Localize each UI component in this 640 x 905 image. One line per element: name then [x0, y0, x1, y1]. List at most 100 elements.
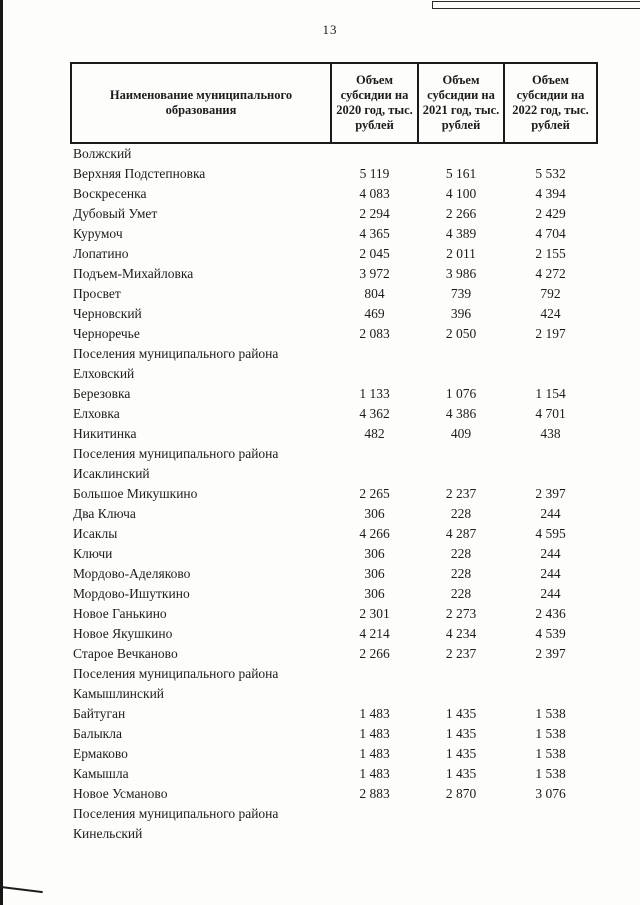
subsidy-2021-value: 2 237	[445, 646, 477, 661]
subsidy-2021-value	[418, 344, 504, 364]
subsidy-2021-value: 2 266	[445, 206, 477, 221]
subsidy-2021-value: 739	[450, 286, 472, 301]
subsidy-2022-value: 244	[540, 506, 561, 521]
municipality-name: Курумоч	[73, 226, 123, 241]
table-row: Ермаково 1 483 1 435 1 538	[71, 744, 597, 764]
municipality-name: Исаклы	[73, 526, 118, 541]
page-number: 13	[322, 22, 338, 37]
municipality-name: Воскресенка	[73, 186, 147, 201]
municipality-name: Балыкла	[73, 726, 122, 741]
table-row: Старое Вечканово 2 266 2 237 2 397	[71, 644, 597, 664]
municipality-name: Новое Ганькино	[73, 606, 167, 621]
subsidy-2022-value: 244	[540, 586, 561, 601]
subsidy-2020-value: 4 083	[359, 186, 390, 201]
subsidy-2022-value	[504, 664, 597, 684]
subsidy-2021-value	[418, 664, 504, 684]
subsidy-2021-value: 2 273	[445, 606, 477, 621]
subsidy-2021-value: 1 435	[445, 766, 477, 781]
subsidy-2020-value: 1 483	[359, 726, 390, 741]
subsidy-2020-value: 4 266	[359, 526, 390, 541]
subsidy-2022-value	[504, 364, 597, 384]
subsidy-2020-value: 804	[364, 286, 385, 301]
subsidy-2020-value: 5 119	[359, 166, 390, 181]
subsidy-2021-value	[418, 444, 504, 464]
subsidy-2021-value: 396	[450, 306, 472, 321]
subsidy-2022-value	[504, 143, 597, 164]
subsidy-2020-value: 306	[364, 566, 385, 581]
subsidy-2022-value	[504, 464, 597, 484]
table-row: Поселения муниципального района	[71, 444, 597, 464]
header-subsidy-2020: Объем субсидии на 2020 год, тыс. рублей	[330, 62, 419, 144]
subsidy-2020-value: 2 083	[359, 326, 390, 341]
municipality-name: Просвет	[73, 286, 121, 301]
municipality-name: Новое Усманово	[73, 786, 168, 801]
subsidy-2021-value: 4 287	[445, 526, 477, 541]
subsidy-2021-value: 5 161	[445, 166, 477, 181]
subsidy-2021-value: 3 986	[445, 266, 477, 281]
subsidy-2021-value: 2 011	[446, 246, 476, 261]
municipality-name: Лопатино	[73, 246, 129, 261]
subsidy-2020-value: 3 972	[359, 266, 390, 281]
subsidy-2022-value: 438	[540, 426, 561, 441]
table-row: Камышлинский	[71, 684, 597, 704]
table-row: Елховский	[71, 364, 597, 384]
subsidy-2020-value: 2 301	[359, 606, 390, 621]
municipality-name: Дубовый Умет	[73, 206, 158, 221]
subsidy-2022-value: 2 397	[535, 486, 566, 501]
subsidy-2022-value	[504, 684, 597, 704]
table-row: Никитинка 482 409 438	[71, 424, 597, 444]
subsidy-2021-value: 2 870	[445, 786, 477, 801]
header-municipality: Наименование муниципального образования	[70, 62, 332, 144]
subsidy-2022-value: 1 538	[535, 746, 566, 761]
subsidy-2022-value: 792	[540, 286, 561, 301]
subsidy-2021-value	[418, 364, 504, 384]
table-row: Черноречье 2 083 2 050 2 197	[71, 324, 597, 344]
subsidy-2022-value: 4 539	[535, 626, 566, 641]
subsidy-2021-value: 4 386	[445, 406, 477, 421]
municipality-name: Новое Якушкино	[73, 626, 173, 641]
subsidy-2022-value: 1 538	[535, 726, 566, 741]
table-row: Подъем-Михайловка 3 972 3 986 4 272	[71, 264, 597, 284]
subsidy-2020-value	[331, 344, 418, 364]
subsidy-2021-value: 1 435	[445, 706, 477, 721]
subsidy-2021-value: 4 100	[445, 186, 477, 201]
municipality-name: Два Ключа	[73, 506, 136, 521]
table-row: Поселения муниципального района	[71, 804, 597, 824]
subsidy-2021-value: 228	[450, 506, 472, 521]
subsidy-2020-value	[331, 444, 418, 464]
table-row: Курумоч 4 365 4 389 4 704	[71, 224, 597, 244]
scan-edge-line	[0, 0, 3, 905]
subsidy-2020-value	[331, 464, 418, 484]
subsidy-2022-value: 2 429	[535, 206, 566, 221]
subsidy-2020-value	[331, 804, 418, 824]
municipality-name: Черноречье	[73, 326, 140, 341]
subsidy-2021-value	[418, 464, 504, 484]
subsidy-2020-value: 2 045	[359, 246, 390, 261]
subsidy-2022-value: 4 701	[535, 406, 566, 421]
table-row: Поселения муниципального района	[71, 344, 597, 364]
municipality-name: Ермаково	[73, 746, 128, 761]
municipality-name: Елховский	[73, 366, 135, 381]
subsidy-2022-value: 4 272	[535, 266, 566, 281]
subsidy-2020-value: 1 483	[359, 766, 390, 781]
subsidy-2021-value: 2 050	[445, 326, 477, 341]
municipality-name: Подъем-Михайловка	[73, 266, 194, 281]
municipality-name: Камышлинский	[73, 686, 165, 701]
subsidy-2020-value: 482	[364, 426, 385, 441]
table-row: Воскресенка 4 083 4 100 4 394	[71, 184, 597, 204]
subsidy-2022-value: 2 436	[535, 606, 566, 621]
subsidy-2022-value: 4 394	[535, 186, 566, 201]
table-row: Елховка 4 362 4 386 4 701	[71, 404, 597, 424]
subsidy-2021-value: 1 435	[445, 726, 477, 741]
subsidy-2022-value	[504, 804, 597, 824]
subsidy-2020-value: 2 266	[359, 646, 390, 661]
municipality-name: Исаклинский	[73, 466, 150, 481]
municipality-name: Большое Микушкино	[73, 486, 198, 501]
table-header: Наименование муниципального образования …	[70, 62, 598, 144]
subsidy-2021-value: 228	[450, 566, 472, 581]
municipality-name: Камышла	[73, 766, 129, 781]
subsidy-2020-value: 4 365	[359, 226, 390, 241]
subsidy-2022-value	[504, 344, 597, 364]
municipality-name: Старое Вечканово	[73, 646, 178, 661]
